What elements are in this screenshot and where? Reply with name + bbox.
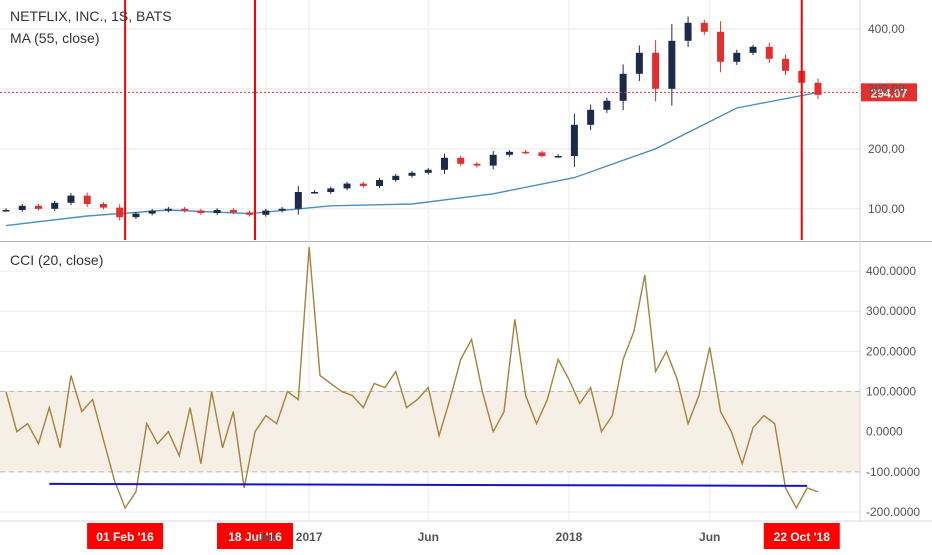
candle-body [392,175,400,180]
candle-body [359,183,367,186]
cci-legend: CCI (20, close) [10,252,104,268]
candle-body [587,109,595,125]
candle-body [51,202,59,209]
candle-body [376,180,384,186]
time-tick-label: 2018 [556,530,583,544]
time-tick-label: Jun [418,530,439,544]
candle-body [749,46,757,53]
cci-tick-label: 200.0000 [866,344,916,358]
time-tick-label: Jul [257,530,274,544]
cci-tick-label: 0.0000 [866,425,903,439]
candle-body [652,52,660,89]
candle-body [18,205,26,210]
candle-body [668,40,676,89]
candle-body [34,205,42,209]
candle-body [408,172,416,176]
ma-layer [5,91,819,227]
candle-body [603,100,611,110]
candle-body [814,82,822,95]
event-marker-tag [87,523,164,549]
candle-body [765,46,773,59]
price-tick-label: 400.00 [868,22,905,36]
candle-body [489,154,497,166]
marker-layer: 294.07 01 Feb '16 18 Jul '16 22 Oct '18 [0,0,917,549]
candle-body [717,31,725,62]
candle-body [457,157,465,164]
candle-body [229,210,237,213]
ma-legend: MA (55, close) [10,30,100,46]
price-tick-label: 100.00 [868,202,905,216]
candle-body [554,156,562,158]
candle-body [733,52,741,62]
cci-line [5,246,819,510]
candle-body [262,210,270,215]
time-tick-label: Jun [699,530,720,544]
cci-band [0,391,860,472]
last-price-tag [861,83,917,102]
candle-body [246,212,254,215]
time-tick-label: 2017 [296,530,323,544]
last-price-label: 294.07 [871,86,908,100]
candle-body [164,208,172,211]
candle-body [294,192,302,209]
event-marker-label: 22 Oct '18 [774,530,831,544]
cci-trendline [49,482,808,487]
candle-body [782,58,790,71]
candle-body [538,152,546,156]
candle-body [116,207,124,218]
candle-body [700,22,708,32]
candle-body [213,210,221,213]
event-marker-label: 01 Feb '16 [96,530,154,544]
event-marker-tag [763,523,840,549]
cci-tick-label: 100.0000 [866,385,916,399]
candle-body [424,169,432,173]
candle-body [684,22,692,41]
price-tick-label: 200.00 [868,142,905,156]
symbol-legend: NETFLIX, INC., 1S, BATS [10,8,172,24]
candle-body [99,204,107,208]
cci-tick-label: -100.0000 [866,465,920,479]
candle-body [522,151,530,154]
candle-body [132,213,140,218]
candle-body [473,163,481,166]
price-tick-label: 300.00 [868,82,905,96]
candle-body [278,208,286,211]
candle-body [327,188,335,192]
ma-line [5,91,819,227]
candle-body [570,124,578,156]
cci-band-layer [0,391,860,473]
cci-tick-label: -200.0000 [866,505,920,519]
candle-body [2,210,10,212]
candle-body [619,73,627,101]
cci-layer [5,246,819,510]
candle-body [67,195,75,203]
event-marker-tag [217,523,294,549]
candle-layer [2,16,822,221]
cci-tick-label: 400.0000 [866,264,916,278]
candle-body [343,183,351,189]
candle-body [311,192,319,194]
candle-body [83,195,91,204]
candle-body [635,52,643,74]
candle-body [181,208,189,211]
candle-body [440,157,448,170]
event-marker-label: 18 Jul '16 [228,530,282,544]
candle-body [505,151,513,155]
candle-body [148,210,156,214]
candle-body [197,210,205,213]
cci-tick-label: 300.0000 [866,304,916,318]
